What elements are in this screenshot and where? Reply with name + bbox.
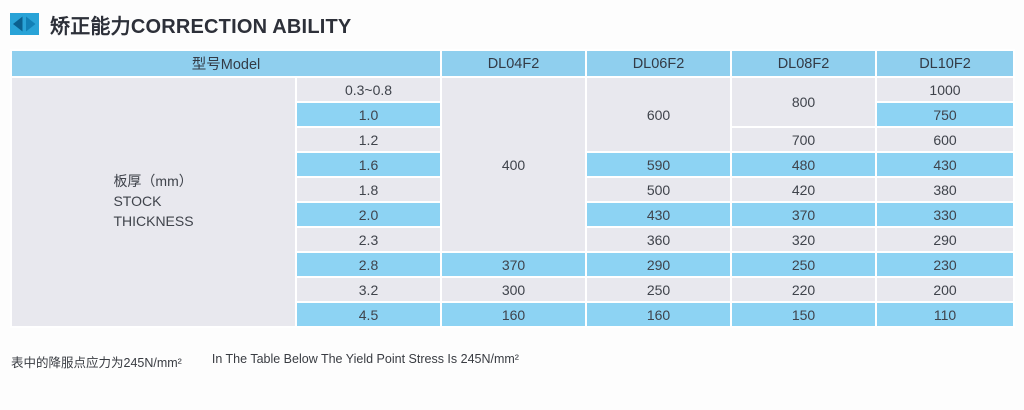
footer-notes: 表中的降服点应力为245N/mm² In The Table Below The… [11, 352, 1014, 371]
value-cell-dl10: 230 [875, 251, 1015, 278]
value-cell-dl06: 590 [585, 151, 732, 178]
value-cell-dl08: 700 [730, 126, 877, 153]
value-cell-dl06: 250 [585, 276, 732, 303]
header-model: 型号Model [10, 49, 442, 78]
thickness-cell: 1.0 [295, 101, 442, 128]
thickness-cell: 2.0 [295, 201, 442, 228]
table-header-row: 型号Model DL04F2 DL06F2 DL08F2 DL10F2 [10, 49, 1015, 78]
value-cell-dl10: 600 [875, 126, 1015, 153]
thickness-cell: 2.8 [295, 251, 442, 278]
header-dl08f2: DL08F2 [730, 49, 877, 78]
thickness-cell: 2.3 [295, 226, 442, 253]
value-cell-dl10: 110 [875, 301, 1015, 328]
stock-label-zh: 板厚（mm） [113, 173, 193, 190]
value-cell-dl06: 500 [585, 176, 732, 203]
value-cell-dl06: 360 [585, 226, 732, 253]
value-cell-dl08: 480 [730, 151, 877, 178]
value-cell-dl08: 150 [730, 301, 877, 328]
value-cell-dl10: 430 [875, 151, 1015, 178]
value-cell-dl06: 430 [585, 201, 732, 228]
header-dl04f2: DL04F2 [440, 49, 587, 78]
catalog-page: 矫正能力CORRECTION ABILITY 型号Model DL04F2 DL… [10, 10, 1015, 371]
value-cell-dl10: 200 [875, 276, 1015, 303]
table-row-0.3-0.8: 板厚（mm） STOCK THICKNESS 0.3~0.8 400 600 8… [10, 76, 1015, 328]
value-cell-dl08: 420 [730, 176, 877, 203]
thickness-cell: 1.2 [295, 126, 442, 153]
value-cell-dl10: 290 [875, 226, 1015, 253]
value-cell-dl08: 320 [730, 226, 877, 253]
value-cell-dl08-merged: 800 [730, 76, 877, 128]
thickness-cell: 3.2 [295, 276, 442, 303]
table-row-4.5: 4.5 160 160 150 110 [11, 301, 1015, 328]
table-row-1.6: 1.6 590 480 430 [11, 151, 1015, 178]
value-cell-dl06: 290 [585, 251, 732, 278]
value-cell-dl10: 330 [875, 201, 1015, 228]
thickness-cell: 1.6 [295, 151, 442, 178]
value-cell-dl10: 750 [875, 101, 1015, 128]
header-dl06f2: DL06F2 [585, 49, 732, 78]
section-title-bar: 矫正能力CORRECTION ABILITY [10, 10, 1014, 39]
table-row-1.0: 1.0 750 [11, 101, 1015, 128]
table-row-2.8: 2.8 370 290 250 230 [11, 251, 1015, 278]
page-title-en: CORRECTION ABILITY [130, 15, 352, 38]
double-triangle-logo-icon [10, 13, 39, 35]
value-cell-dl06: 160 [585, 301, 732, 328]
header-dl10f2: DL10F2 [875, 49, 1015, 78]
value-cell-dl08: 220 [730, 276, 877, 303]
value-cell-dl08: 370 [730, 201, 877, 228]
stock-thickness-label: 板厚（mm） STOCK THICKNESS [113, 172, 193, 232]
page-title-zh: 矫正能力 [50, 15, 131, 38]
table-row-2.0: 2.0 430 370 330 [11, 201, 1015, 228]
value-cell-dl08: 250 [730, 251, 877, 278]
value-cell-dl04: 160 [440, 301, 587, 328]
yield-note-en: In The Table Below The Yield Point Stres… [211, 352, 519, 366]
thickness-cell: 1.8 [295, 176, 442, 203]
thickness-cell: 4.5 [295, 301, 442, 328]
table-row-3.2: 3.2 300 250 220 200 [11, 276, 1015, 303]
stock-thickness-label-cell: 板厚（mm） STOCK THICKNESS [10, 76, 297, 328]
stock-label-en1: STOCK [113, 193, 162, 210]
value-cell-dl04: 370 [440, 251, 587, 278]
table-row-1.2: 1.2 700 600 [11, 126, 1015, 153]
yield-note-zh: 表中的降服点应力为245N/mm² [11, 356, 182, 370]
table-row-2.3: 2.3 360 320 290 [11, 226, 1015, 253]
correction-ability-table: 型号Model DL04F2 DL06F2 DL08F2 DL10F2 板厚（m… [10, 49, 1015, 328]
value-cell-dl10: 380 [875, 176, 1015, 203]
table-row-1.8: 1.8 500 420 380 [11, 176, 1015, 203]
stock-label-en2: THICKNESS [113, 212, 194, 229]
value-cell-dl04-merged: 400 [440, 76, 587, 253]
value-cell-dl06-merged: 600 [585, 76, 732, 153]
value-cell-dl10: 1000 [875, 76, 1015, 103]
thickness-cell: 0.3~0.8 [295, 76, 442, 103]
value-cell-dl04: 300 [440, 276, 587, 303]
page-title: 矫正能力CORRECTION ABILITY [50, 10, 351, 39]
